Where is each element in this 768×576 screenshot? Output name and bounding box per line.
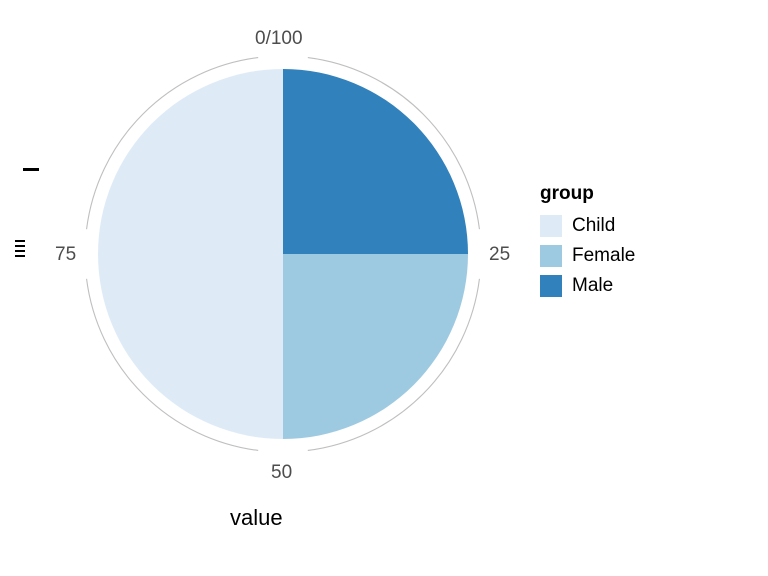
legend: group Child Female Male [540,183,635,305]
legend-label: Male [572,275,613,297]
y-tick-seg [15,255,25,257]
legend-item-female: Female [540,245,635,267]
pie-slice-female [283,254,468,439]
legend-items: Child Female Male [540,215,635,297]
legend-swatch [540,215,562,237]
pie-slice-child [98,69,283,439]
y-tick-seg [15,250,25,252]
y-axis-tick-marks [15,240,25,257]
pie-slice-male [283,69,468,254]
x-axis-label: value [230,505,283,531]
pie-group [98,69,468,439]
y-tick-seg [15,245,25,247]
legend-label: Child [572,215,615,237]
legend-title: group [540,183,635,205]
legend-item-child: Child [540,215,635,237]
tick-label-bottom: 50 [271,462,292,484]
tick-label-left: 75 [55,244,76,266]
legend-label: Female [572,245,635,267]
pie-chart-svg [0,0,768,576]
legend-item-male: Male [540,275,635,297]
legend-swatch [540,275,562,297]
tick-label-right: 25 [489,244,510,266]
legend-swatch [540,245,562,267]
y-tick-seg [15,240,25,242]
chart-stage: 0/100 25 50 75 value group Child Female Ma… [0,0,768,576]
y-axis-dash [23,168,39,171]
tick-label-top: 0/100 [255,28,303,50]
